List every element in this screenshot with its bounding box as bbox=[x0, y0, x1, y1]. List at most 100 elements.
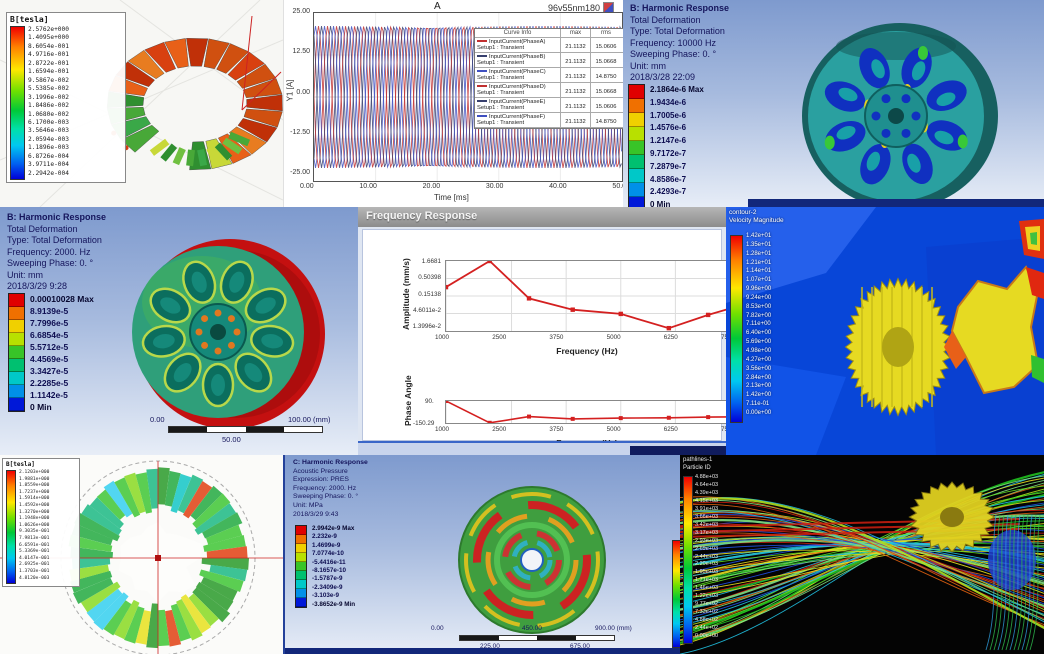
y-tick: 0.00 bbox=[296, 88, 310, 96]
field-legend: B[tesla] 2.5762e+000 1.4095e+000 8.6054e-0… bbox=[6, 12, 126, 183]
col-max: max bbox=[561, 29, 591, 37]
info-line: Type: Total Deformation bbox=[7, 235, 102, 245]
info-line: Frequency: 2000. Hz bbox=[7, 246, 91, 257]
phase-y-tick: 90. bbox=[425, 398, 434, 405]
bolt-dot bbox=[227, 341, 235, 349]
curve-row: InputCurrent(PhaseB) Setup1 : Transient 21… bbox=[475, 53, 624, 68]
legend-value: 4.4569e-5 bbox=[30, 354, 69, 364]
result-lines: Acoustic Pressure Expression: PRES Frequen… bbox=[293, 468, 368, 520]
legend-value: 1.22e+03 bbox=[695, 593, 719, 600]
legend-value: 0.00e+00 bbox=[746, 409, 772, 416]
y-tick: 4.6011e-2 bbox=[413, 306, 441, 314]
result-lines: Total Deformation Type: Total Deformation… bbox=[630, 15, 729, 84]
y-tick: 25.00 bbox=[292, 8, 310, 15]
legend-values: 1.42e+01 1.35e+01 1.28e+01 1.21e+01 1.14e+01… bbox=[746, 232, 771, 418]
window-titlebar[interactable]: Frequency Response bbox=[358, 207, 726, 227]
color-band bbox=[296, 598, 306, 607]
pressure-legend: 2.9942e-9 Max 2.232e-9 1.4699e-9 7.0774e-10… bbox=[295, 525, 355, 609]
wheel-deformation-plot bbox=[132, 239, 325, 429]
data-marker bbox=[527, 414, 532, 419]
legend-value: 1.35e+01 bbox=[746, 241, 772, 248]
window-edge bbox=[748, 199, 1044, 207]
stator-fin bbox=[203, 38, 230, 70]
y-tick: -12.50 bbox=[290, 128, 310, 136]
field-wedge bbox=[170, 473, 192, 513]
legend-value: 1.95e+03 bbox=[695, 569, 719, 576]
design-label: 96v55nm180 bbox=[547, 2, 600, 13]
hole-inner bbox=[244, 363, 263, 383]
rim-shading bbox=[836, 32, 956, 60]
field-wedge bbox=[135, 472, 152, 514]
hot-patch bbox=[1030, 232, 1037, 245]
phase-plot bbox=[445, 400, 726, 424]
field-wedge bbox=[96, 489, 126, 520]
legend-header: contour-2 Velocity Magnitude bbox=[729, 209, 784, 225]
field-wedge bbox=[201, 558, 249, 570]
bolt-hole bbox=[881, 128, 891, 138]
velocity-contour-plot bbox=[726, 207, 1044, 455]
field-wedge bbox=[124, 472, 146, 514]
colorbar bbox=[8, 293, 25, 412]
axis-line bbox=[241, 71, 282, 111]
legend-values: 4.88e+03 4.64e+03 4.39e+03 4.15e+03 3.91e+03… bbox=[695, 474, 718, 641]
info-line: 2018/3/29 9:43 bbox=[293, 510, 339, 518]
field-wedge bbox=[135, 610, 151, 645]
legend-value: -5.4416e-11 bbox=[312, 558, 346, 566]
x-tick: 2500 bbox=[492, 334, 507, 341]
x-tick: 0.00 bbox=[300, 183, 314, 190]
inner-fin bbox=[172, 147, 186, 166]
amplitude-curve bbox=[446, 261, 726, 331]
color-band bbox=[629, 141, 644, 155]
inner-fin bbox=[222, 137, 243, 155]
color-band bbox=[629, 155, 644, 169]
hole-inner bbox=[261, 334, 284, 349]
legend-value: 3.5646e-003 bbox=[28, 127, 69, 135]
field-wedge bbox=[206, 524, 243, 545]
curve-row: InputCurrent(PhaseA) Setup1 : Transient 21… bbox=[475, 38, 624, 53]
field-wedge bbox=[146, 468, 158, 509]
y-tick: -25.00 bbox=[290, 169, 310, 176]
curve-max: 21.1132 bbox=[561, 38, 591, 52]
field-wedge bbox=[194, 503, 237, 535]
legend-value: -2.3409e-9 bbox=[312, 583, 343, 591]
field-wedge bbox=[114, 477, 141, 518]
data-marker bbox=[487, 420, 492, 423]
info-line: Acoustic Pressure bbox=[293, 467, 348, 475]
field-wedge bbox=[199, 569, 244, 592]
origin-marker bbox=[155, 555, 161, 561]
panel-acoustic-pressure: C: Harmonic Response Acoustic Pressure Ex… bbox=[283, 455, 682, 654]
data-marker bbox=[446, 401, 448, 403]
legend-values: 2.1864e-6 Max 1.9434e-6 1.7005e-6 1.4576e-6… bbox=[650, 84, 704, 207]
legend-value: 0.00010028 Max bbox=[30, 294, 94, 304]
curve-row: InputCurrent(PhaseE) Setup1 : Transient 21… bbox=[475, 98, 624, 113]
field-wedge bbox=[206, 546, 248, 558]
legend-value: 0.00e+00 bbox=[695, 633, 719, 640]
pathlines-legend: pathlines-1 Particle ID 4.88e+03 4.64e+03… bbox=[683, 457, 718, 644]
curve-rms: 15.0606 bbox=[595, 44, 617, 50]
legend-value: 2.13e+00 bbox=[746, 383, 772, 390]
pathline bbox=[680, 490, 1044, 634]
pathline bbox=[680, 484, 1044, 641]
color-band bbox=[629, 127, 644, 141]
pathline bbox=[680, 515, 1044, 601]
colorbar bbox=[730, 235, 743, 423]
legend-value: 4.8586e-7 bbox=[650, 174, 687, 184]
bolt-dot bbox=[201, 315, 209, 323]
table-header: Curve Info max rms bbox=[475, 29, 624, 38]
scale-label: 0.00 bbox=[150, 415, 165, 424]
phase-x-ticks: 1000 2500 3750 5000 6250 7500 bbox=[435, 426, 726, 433]
bolt-dot bbox=[201, 341, 209, 349]
legend-value: 3.66e+03 bbox=[695, 513, 719, 520]
legend-value: 8.9139e-5 bbox=[30, 306, 69, 316]
legend-value: 9.77e+02 bbox=[695, 601, 719, 608]
legend-value: 1.07e+01 bbox=[746, 277, 772, 284]
color-band bbox=[9, 398, 24, 411]
inner-fin bbox=[160, 143, 178, 162]
legend-title: B[tesla] bbox=[6, 461, 35, 468]
legend-value: 7.7996e-5 bbox=[30, 318, 69, 328]
field-wedge bbox=[74, 512, 120, 542]
color-band bbox=[629, 85, 644, 99]
legend-name: contour-2 bbox=[729, 209, 757, 216]
legend-value: 2.69e+03 bbox=[695, 545, 719, 552]
acoustic-disk-plot bbox=[458, 486, 606, 634]
